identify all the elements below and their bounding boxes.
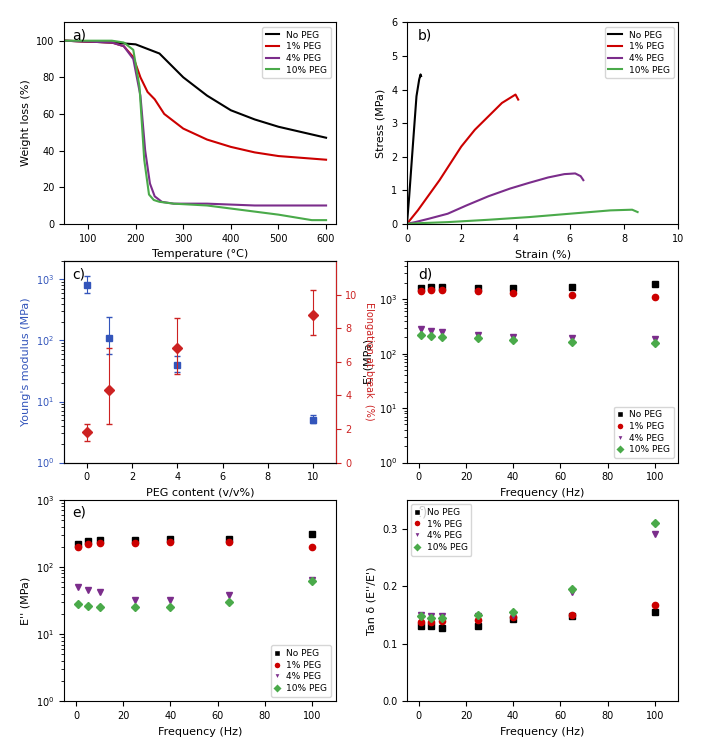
Y-axis label: E' (MPa): E' (MPa) <box>363 339 373 384</box>
Y-axis label: Tan δ (E''/E'): Tan δ (E''/E') <box>366 566 376 635</box>
Text: e): e) <box>72 506 86 520</box>
Text: b): b) <box>418 28 432 43</box>
Text: d): d) <box>418 267 432 281</box>
Text: f): f) <box>418 506 428 520</box>
X-axis label: Temperature (°C): Temperature (°C) <box>152 249 248 259</box>
Text: c): c) <box>72 267 86 281</box>
Y-axis label: Stress (MPa): Stress (MPa) <box>376 89 386 157</box>
Legend: No PEG, 1% PEG, 4% PEG, 10% PEG: No PEG, 1% PEG, 4% PEG, 10% PEG <box>614 407 674 458</box>
X-axis label: Frequency (Hz): Frequency (Hz) <box>501 488 585 498</box>
X-axis label: Frequency (Hz): Frequency (Hz) <box>158 727 242 736</box>
Legend: No PEG, 1% PEG, 4% PEG, 10% PEG: No PEG, 1% PEG, 4% PEG, 10% PEG <box>411 504 471 556</box>
Y-axis label: Elongation at break  (%): Elongation at break (%) <box>364 302 374 421</box>
Legend: No PEG, 1% PEG, 4% PEG, 10% PEG: No PEG, 1% PEG, 4% PEG, 10% PEG <box>271 645 331 697</box>
X-axis label: Strain (%): Strain (%) <box>515 249 570 259</box>
Legend: No PEG, 1% PEG, 4% PEG, 10% PEG: No PEG, 1% PEG, 4% PEG, 10% PEG <box>262 27 331 78</box>
X-axis label: PEG content (v/v%): PEG content (v/v%) <box>146 488 254 498</box>
X-axis label: Frequency (Hz): Frequency (Hz) <box>501 727 585 736</box>
Text: a): a) <box>72 28 86 43</box>
Y-axis label: E'' (MPa): E'' (MPa) <box>21 577 31 624</box>
Y-axis label: Weight loss (%): Weight loss (%) <box>21 80 31 166</box>
Legend: No PEG, 1% PEG, 4% PEG, 10% PEG: No PEG, 1% PEG, 4% PEG, 10% PEG <box>605 27 674 78</box>
Y-axis label: Young's modulus (MPa): Young's modulus (MPa) <box>21 298 31 426</box>
